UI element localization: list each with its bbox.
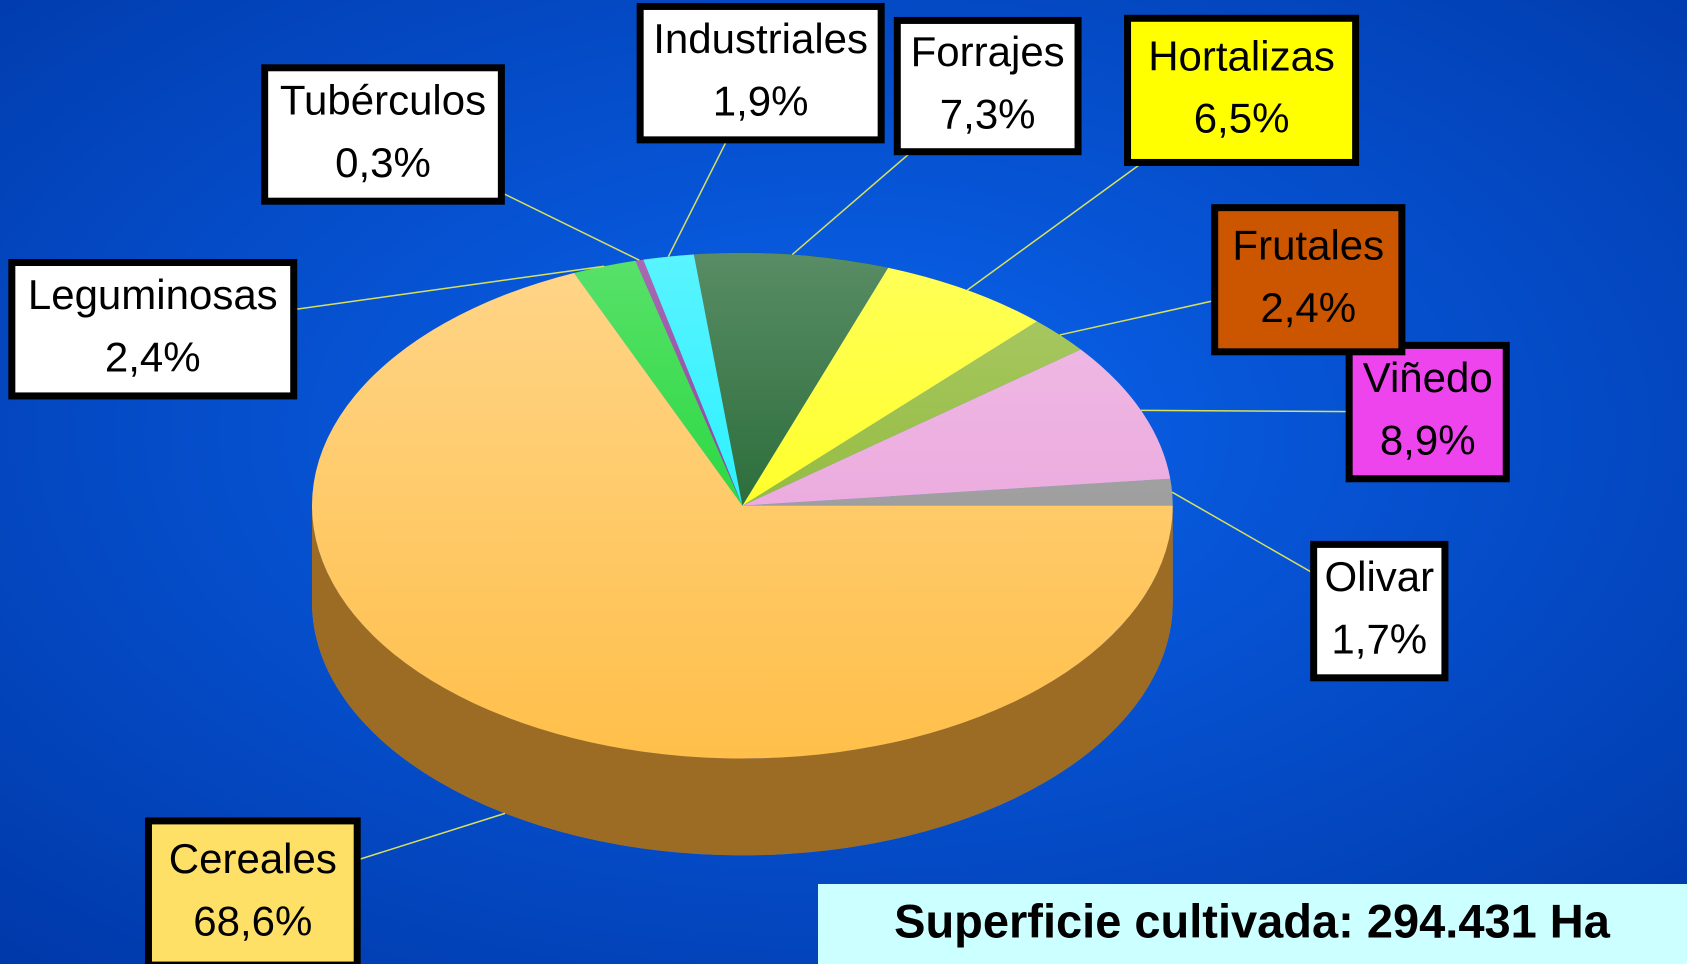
label-category: Olivar xyxy=(1324,553,1434,600)
pie-sides xyxy=(312,505,1173,856)
labels: Olivar 1,7% Viñedo 8,9% Frutales 2,4% Hortaliz… xyxy=(8,2,1510,964)
label-box xyxy=(261,64,505,205)
label-box xyxy=(893,16,1082,156)
label-category: Forrajes xyxy=(911,28,1065,75)
annotation: Superficie cultivada: 294.431 Ha xyxy=(894,894,1611,947)
label-value: 2,4% xyxy=(105,334,201,381)
annotation-box xyxy=(818,884,1687,964)
label-category: Leguminosas xyxy=(28,271,278,318)
label-box xyxy=(1211,204,1406,356)
label-box xyxy=(636,2,885,144)
label-category: Viñedo xyxy=(1363,354,1493,401)
label-box xyxy=(8,259,298,400)
label-value: 8,9% xyxy=(1380,416,1476,463)
label-value: 7,3% xyxy=(940,90,1036,137)
label-value: 0,3% xyxy=(335,139,431,186)
label-box xyxy=(1345,341,1510,483)
label-category: Cereales xyxy=(169,835,337,882)
pie-top xyxy=(312,252,1173,759)
label-value: 2,4% xyxy=(1260,284,1356,331)
label-category: Industriales xyxy=(653,15,868,62)
label-category: Hortalizas xyxy=(1148,32,1335,79)
slice-side-shade xyxy=(312,505,1173,856)
label-box xyxy=(144,817,361,964)
label-value: 68,6% xyxy=(193,897,312,944)
label-category: Tubérculos xyxy=(280,76,486,123)
label-value: 1,9% xyxy=(713,77,809,124)
label-value: 1,7% xyxy=(1331,615,1427,662)
pie-highlight xyxy=(312,252,1173,759)
label-category: Frutales xyxy=(1232,222,1384,269)
label-box xyxy=(1310,540,1449,682)
label-value: 6,5% xyxy=(1194,95,1290,142)
label-box xyxy=(1124,14,1360,166)
